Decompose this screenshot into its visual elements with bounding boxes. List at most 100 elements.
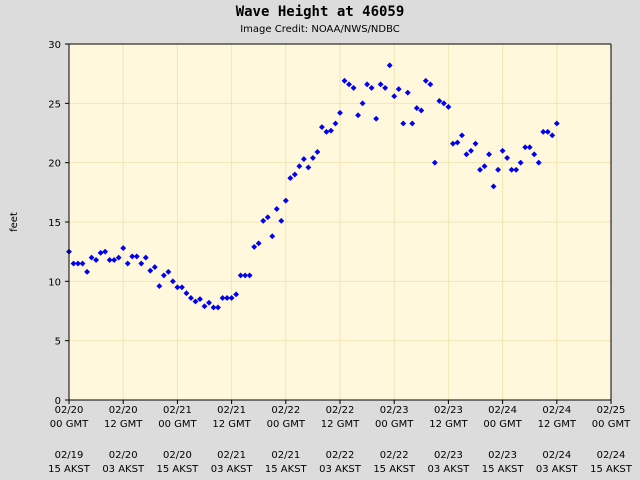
x-tick-label: 02/23: [380, 405, 409, 416]
data-point: [477, 166, 483, 173]
x-tick-label: 15 AKST: [590, 464, 633, 475]
data-point: [174, 284, 181, 291]
y-tick-label: 0: [55, 396, 61, 407]
data-point: [395, 86, 402, 93]
data-point: [93, 257, 100, 263]
data-point: [138, 260, 145, 267]
y-tick-label: 25: [48, 99, 61, 110]
data-point: [350, 84, 357, 91]
data-point: [346, 81, 352, 88]
data-point: [391, 93, 398, 100]
data-point: [210, 304, 217, 311]
x-tick-label: 12 GMT: [429, 419, 468, 430]
x-tick-label: 02/22: [380, 450, 409, 461]
data-point: [282, 197, 289, 204]
y-tick-label: 20: [48, 159, 61, 170]
data-point: [431, 159, 438, 166]
data-point: [404, 89, 411, 96]
data-point: [445, 103, 452, 110]
data-point: [233, 291, 240, 298]
data-point: [459, 132, 465, 139]
x-tick-label: 15 AKST: [373, 464, 416, 475]
y-tick-labels: 0 5 10 15 20 25 30: [48, 40, 61, 407]
x-tick-label: 02/21: [217, 405, 246, 416]
x-tick-label: 02/21: [271, 450, 300, 461]
data-point: [418, 107, 425, 114]
x-tick-label: 02/21: [217, 450, 246, 461]
y-axis-label: feet: [9, 212, 20, 232]
x-tick-label: 02/24: [542, 405, 571, 416]
data-point: [97, 249, 104, 256]
data-point: [337, 109, 343, 116]
data-point: [508, 166, 515, 173]
data-point: [102, 248, 109, 255]
x-tick-label: 03 AKST: [211, 464, 254, 475]
data-point: [499, 147, 506, 154]
data-point: [309, 154, 316, 161]
data-point: [540, 128, 547, 135]
data-point: [440, 100, 447, 107]
x-tick-label: 02/23: [434, 405, 463, 416]
data-point: [544, 128, 551, 135]
data-point: [382, 84, 389, 91]
x-tick-label: 12 GMT: [104, 419, 143, 430]
x-tick-label: 00 GMT: [592, 419, 631, 430]
data-point: [449, 140, 456, 147]
data-point: [120, 245, 127, 252]
x-tick-label: 02/24: [542, 450, 571, 461]
data-point: [183, 290, 190, 297]
x-tick-label: 12 GMT: [212, 419, 251, 430]
x-tick-label: 03 AKST: [428, 464, 471, 475]
data-point: [368, 84, 375, 91]
data-point: [151, 264, 158, 271]
x-tick-label: 00 GMT: [50, 419, 89, 430]
data-point: [314, 149, 321, 155]
x-tick-label: 12 GMT: [321, 419, 360, 430]
x-tick-label: 02/20: [55, 405, 84, 416]
data-point: [463, 151, 470, 158]
x-tick-labels: 02/20 00 GMT 02/19 15 AKST 02/20 12 GMT 02/20 0…: [48, 405, 633, 475]
axes: [65, 43, 612, 404]
data-point: [156, 283, 163, 290]
data-point: [364, 81, 371, 88]
data-point: [169, 278, 176, 285]
data-point: [522, 144, 529, 151]
data-point: [300, 156, 307, 163]
x-tick-label: 15 AKST: [482, 464, 525, 475]
data-point: [219, 295, 226, 301]
data-point: [269, 233, 276, 240]
data-point: [486, 151, 492, 158]
data-points: [66, 62, 560, 311]
data-point: [513, 166, 520, 173]
data-point: [332, 120, 339, 127]
data-point: [88, 254, 95, 261]
x-tick-label: 03 AKST: [319, 464, 362, 475]
x-tick-label: 02/22: [326, 450, 355, 461]
x-tick-label: 02/23: [488, 450, 517, 461]
x-tick-label: 02/20: [109, 405, 138, 416]
data-point: [147, 267, 154, 274]
x-tick-label: 02/25: [597, 405, 626, 416]
data-point: [296, 163, 303, 170]
data-point: [70, 260, 77, 267]
data-point: [129, 253, 136, 260]
data-point: [535, 159, 542, 166]
data-point: [341, 77, 348, 84]
data-point: [495, 166, 502, 173]
data-point: [201, 303, 208, 310]
data-point: [133, 253, 140, 260]
data-point: [273, 206, 280, 212]
data-point: [242, 272, 249, 279]
y-tick-label: 15: [48, 218, 61, 229]
data-point: [531, 151, 538, 158]
x-tick-label: 00 GMT: [483, 419, 522, 430]
x-tick-label: 00 GMT: [375, 419, 414, 430]
data-point: [84, 268, 90, 275]
data-point: [305, 164, 312, 171]
data-point: [468, 147, 474, 154]
data-point: [373, 115, 380, 122]
data-point: [197, 296, 203, 303]
data-point: [188, 295, 194, 301]
x-tick-label: 15 AKST: [157, 464, 200, 475]
data-point: [215, 304, 221, 311]
